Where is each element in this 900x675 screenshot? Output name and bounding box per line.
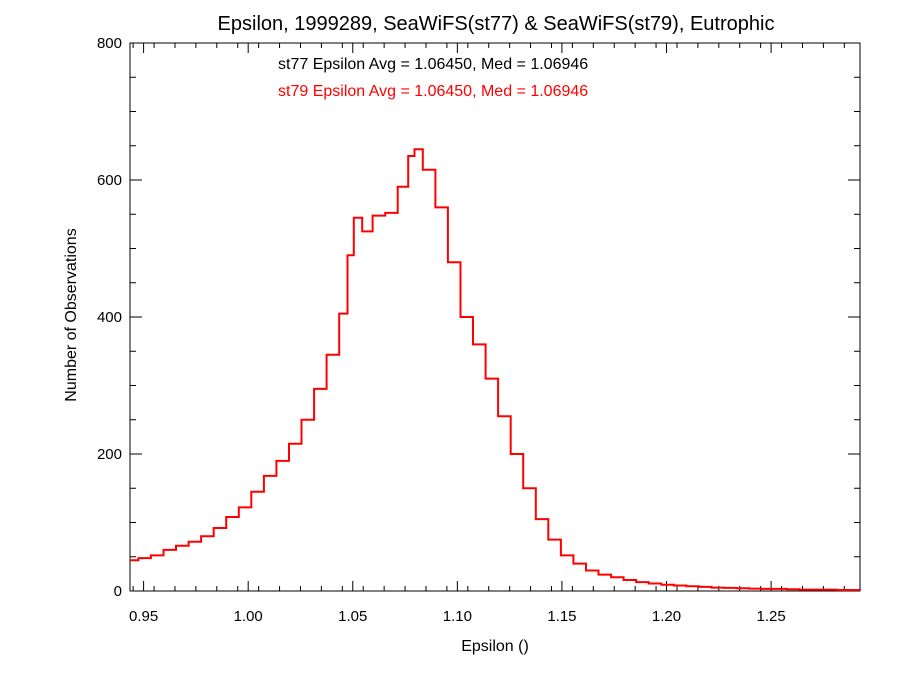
annotation-st77: st77 Epsilon Avg = 1.06450, Med = 1.0694… [278, 56, 588, 73]
annotation-st79: st79 Epsilon Avg = 1.06450, Med = 1.0694… [278, 83, 588, 100]
y-tick-label: 400 [97, 309, 122, 326]
x-tick-label: 1.25 [757, 608, 786, 625]
x-tick-label: 1.15 [547, 608, 576, 625]
x-tick-label: 1.00 [234, 608, 263, 625]
y-tick-label: 600 [97, 172, 122, 189]
y-tick-label: 0 [114, 583, 122, 600]
x-tick-label: 1.05 [338, 608, 367, 625]
axis-ticks [130, 42, 860, 592]
series-st79-histogram-line [130, 148, 861, 591]
y-tick-label: 800 [97, 35, 122, 52]
y-tick-label: 200 [97, 446, 122, 463]
x-tick-label: 1.10 [443, 608, 472, 625]
x-axis-label: Epsilon () [461, 638, 529, 655]
tick-labels: 0.95 1.00 1.05 1.10 1.15 1.20 1.25 0 200 400 600 80… [97, 35, 786, 625]
chart-title: Epsilon, 1999289, SeaWiFS(st77) & SeaWiF… [218, 13, 775, 35]
x-tick-label: 1.20 [652, 608, 681, 625]
y-axis-label: Number of Observations [63, 228, 80, 401]
x-tick-label: 0.95 [129, 608, 158, 625]
